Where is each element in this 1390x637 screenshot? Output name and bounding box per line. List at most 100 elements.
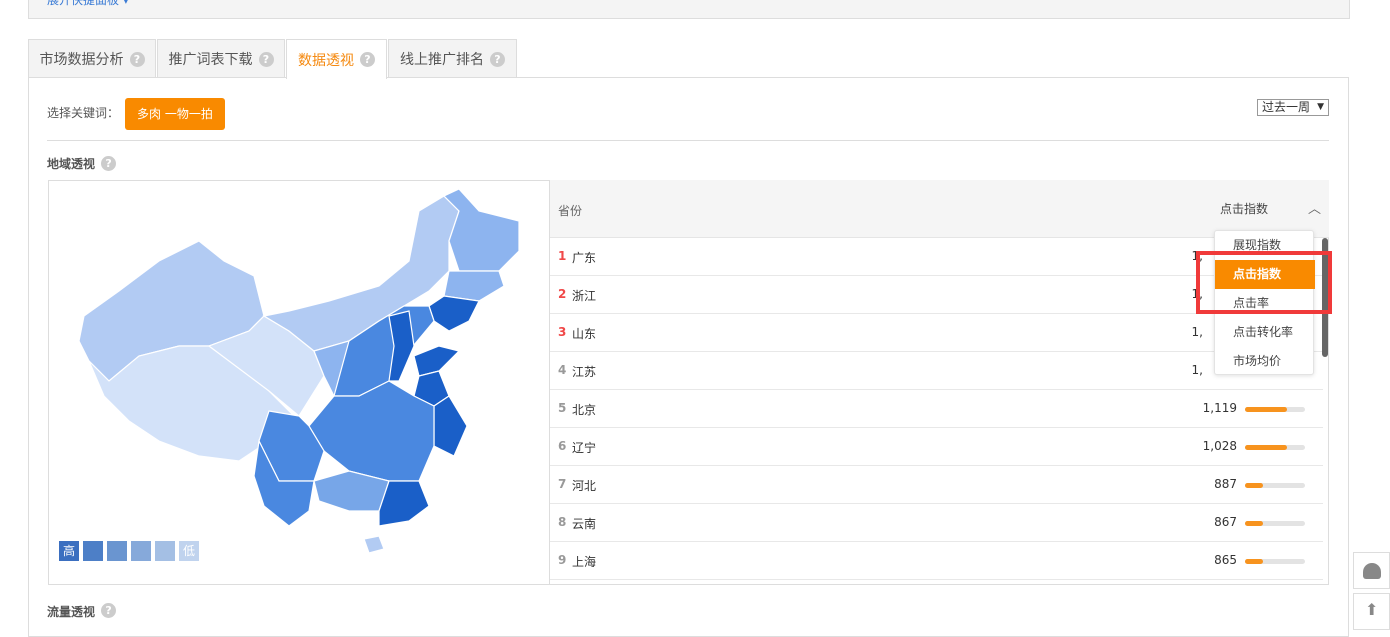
- quick-panel: 展开快捷面板 ▾: [28, 0, 1350, 19]
- table-row: 8 云南 867: [550, 504, 1323, 542]
- rank: 6: [558, 439, 567, 453]
- map-region-beijing-hebei: [388, 310, 415, 382]
- value-bar: [1245, 559, 1305, 564]
- province-table: 省份 点击指数 ︿ 1 广东 1, 2 浙江 1, 3 山东 1, 4 江苏 1, 5 北京 1,119 6 辽…: [549, 180, 1329, 585]
- table-row: 9 上海 865: [550, 542, 1323, 580]
- help-icon[interactable]: ?: [490, 51, 505, 67]
- rank: 1: [558, 249, 567, 263]
- value-bar-fill: [1245, 559, 1263, 564]
- help-icon[interactable]: ?: [129, 51, 145, 67]
- metric-value: 1,: [1191, 363, 1203, 377]
- legend-swatch: [131, 541, 151, 561]
- map-region-shandong: [413, 345, 461, 377]
- province-name: 云南: [572, 517, 597, 531]
- province-name: 辽宁: [572, 441, 597, 455]
- map-region-yunnan: [253, 439, 315, 527]
- flow-section-title: 流量透视?: [47, 603, 117, 620]
- value-bar-fill: [1245, 407, 1287, 412]
- menu-item-conversion[interactable]: 点击转化率: [1233, 325, 1294, 339]
- value-bar-fill: [1245, 483, 1263, 488]
- feedback-icon: [1363, 563, 1381, 579]
- highlight-box: [1196, 251, 1332, 314]
- table-row: 5 北京 1,119: [550, 390, 1323, 428]
- province-name: 江苏: [572, 365, 597, 379]
- province-name: 北京: [572, 403, 597, 417]
- table-row: 3 山东 1,: [550, 314, 1323, 352]
- china-map: [78, 188, 520, 554]
- table-row: 6 辽宁 1,028: [550, 428, 1323, 466]
- tab-data-pivot[interactable]: 数据透视?: [286, 39, 387, 79]
- tab-label: 市场数据分析: [39, 52, 124, 68]
- feedback-button[interactable]: [1353, 552, 1390, 589]
- tab-keyword-download[interactable]: 推广词表下载?: [157, 39, 285, 78]
- scrollbar[interactable]: [1322, 238, 1328, 357]
- value-bar: [1245, 445, 1305, 450]
- metric-value: 865: [1214, 553, 1237, 567]
- menu-item-clicks[interactable]: 点击指数: [1215, 260, 1315, 289]
- legend-swatch: [155, 541, 175, 561]
- map-region-guangdong: [378, 480, 430, 527]
- value-bar: [1245, 483, 1305, 488]
- help-icon[interactable]: ?: [258, 51, 274, 67]
- period-select[interactable]: 过去一周 ▼: [1257, 99, 1329, 116]
- metric-value: 887: [1214, 477, 1237, 491]
- metric-value: 1,028: [1202, 439, 1237, 453]
- tab-online-ranking[interactable]: 线上推广排名?: [388, 39, 517, 78]
- section-title: 地域透视: [47, 157, 96, 171]
- value-bar: [1245, 407, 1305, 412]
- map-region-central: [308, 380, 435, 482]
- rank: 5: [558, 401, 567, 415]
- menu-item-avg-price[interactable]: 市场均价: [1233, 354, 1282, 368]
- back-to-top-button[interactable]: ⬆: [1353, 593, 1390, 630]
- divider: [47, 140, 1329, 141]
- rank: 4: [558, 363, 567, 377]
- legend-low: 低: [179, 541, 199, 561]
- tab-label: 线上推广排名: [400, 52, 484, 68]
- legend-high: 高: [59, 541, 79, 561]
- expand-quick-panel-link[interactable]: 展开快捷面板 ▾: [47, 0, 129, 7]
- menu-item-ctr[interactable]: 点击率: [1233, 296, 1270, 310]
- rank: 7: [558, 477, 567, 491]
- map-region-heilongjiang: [442, 188, 520, 272]
- region-section-title: 地域透视?: [47, 155, 117, 172]
- province-name: 河北: [572, 479, 597, 493]
- table-row: 4 江苏 1,: [550, 352, 1323, 390]
- rank: 9: [558, 553, 567, 567]
- map-region-jilin: [443, 270, 505, 302]
- province-name: 上海: [572, 555, 597, 569]
- tab-label: 数据透视: [298, 52, 354, 69]
- value-bar-fill: [1245, 521, 1263, 526]
- table-header: 省份 点击指数 ︿: [550, 180, 1329, 238]
- province-name: 浙江: [572, 289, 597, 303]
- help-icon[interactable]: ?: [101, 156, 117, 171]
- help-icon[interactable]: ?: [101, 603, 117, 618]
- tab-market-analysis[interactable]: 市场数据分析?: [28, 39, 156, 78]
- legend-swatch: [107, 541, 127, 561]
- province-name: 山东: [572, 327, 597, 341]
- metric-value: 867: [1214, 515, 1237, 529]
- col-province: 省份: [558, 204, 583, 218]
- rank: 3: [558, 325, 567, 339]
- province-name: 广东: [572, 251, 597, 265]
- rank: 2: [558, 287, 567, 301]
- map-region-zhejiang: [433, 395, 468, 457]
- period-value: 过去一周: [1262, 100, 1311, 114]
- metric-value: 1,: [1191, 325, 1203, 339]
- dropdown-arrow-icon: ▼: [1317, 102, 1324, 112]
- tab-label: 推广词表下载: [168, 52, 253, 68]
- map-region-liaoning: [428, 295, 480, 332]
- keyword-button[interactable]: 多肉 一物一拍: [125, 98, 225, 130]
- rank: 8: [558, 515, 567, 529]
- keyword-label: 选择关键词：: [47, 106, 120, 120]
- section-title: 流量透视: [47, 605, 96, 619]
- metric-sort-dropdown[interactable]: 点击指数: [1220, 202, 1269, 216]
- arrow-up-icon: ⬆: [1365, 600, 1379, 619]
- menu-item-impressions[interactable]: 展现指数: [1233, 238, 1282, 252]
- value-bar: [1245, 521, 1305, 526]
- table-row: 7 河北 887: [550, 466, 1323, 504]
- map-region-inner-mongolia: [262, 195, 460, 352]
- help-icon[interactable]: ?: [360, 52, 375, 67]
- chevron-up-icon[interactable]: ︿: [1308, 202, 1322, 217]
- metric-value: 1,119: [1202, 401, 1237, 415]
- map-region-hainan: [363, 535, 385, 554]
